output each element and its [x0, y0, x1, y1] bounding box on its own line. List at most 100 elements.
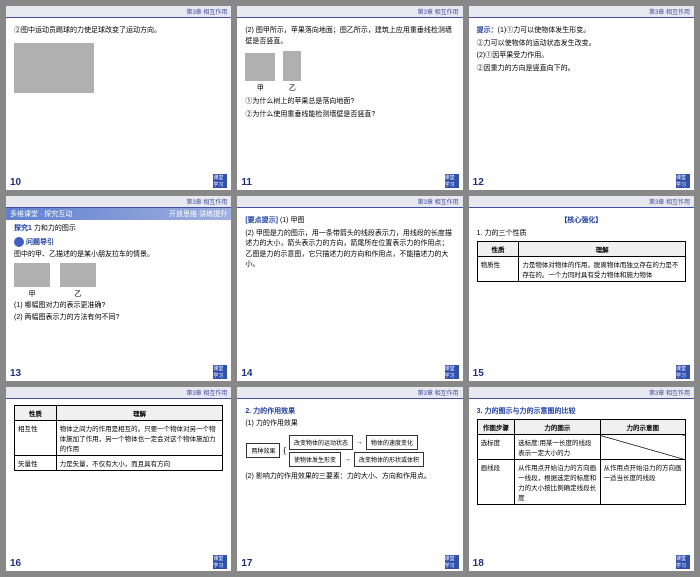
slide-footer: 15 课堂学习	[469, 363, 694, 381]
topic-title: 力和力的图示	[34, 225, 76, 232]
slide-footer: 17 课堂学习	[237, 553, 462, 571]
page-number: 18	[473, 558, 484, 569]
th-0: 作图步骤	[477, 420, 514, 435]
cell: 力是物体对物体的作用，脱离物体而独立存在的力是不存在的。一个力同时具有受力物体和…	[519, 257, 686, 282]
image-yi: 乙	[283, 51, 301, 93]
corner-badge: 课堂学习	[445, 365, 459, 379]
table-row: 矢量性 力是矢量，不仅有大小，而且具有方向	[15, 455, 223, 470]
slide-body: 性质 理解 相互性 物体之间力的作用是相互的。只要一个物体对另一个物体施加了作用…	[6, 399, 231, 553]
flow-b2: 改变物体的形状或体积	[354, 452, 424, 467]
page-number: 16	[10, 558, 21, 569]
th-0: 性质	[15, 405, 57, 420]
slide-footer: 12 课堂学习	[469, 172, 694, 190]
slide-body: [要点提示] (1) 甲图 (2) 甲图是力的图示，用一条带箭头的线段表示力，用…	[237, 208, 462, 362]
flow-b1: 物体的速度变化	[366, 435, 418, 450]
corner-badge: 课堂学习	[445, 555, 459, 569]
label-jia: 甲	[245, 83, 275, 93]
slide-header: 第3章 相互作用	[6, 6, 231, 18]
page-number: 14	[241, 368, 252, 379]
slide-body: (2) 图甲所示，苹果落向地面；图乙所示，建筑上应用重垂线检测墙壁是否竖直。 甲…	[237, 18, 462, 172]
image-row: 甲 乙	[14, 263, 223, 299]
banner-right: 开放思维·讲练提升	[169, 209, 227, 219]
slide-body: 3. 力的图示与力的示意图的比较 作图步骤 力的图示 力的示意图 选标度 选标度…	[469, 399, 694, 553]
cell: 选标度	[477, 435, 514, 460]
slide-footer: 11 课堂学习	[237, 172, 462, 190]
corner-badge: 课堂学习	[213, 174, 227, 188]
table-row: 画线段 从作用点开始沿力的方向画一线段，根据选定的标度和力的大小按比例确定线段长…	[477, 460, 685, 505]
slide-header: 第3章 相互作用	[469, 387, 694, 399]
sub: (1) 力的作用效果	[245, 419, 454, 430]
slide-header: 第3章 相互作用	[6, 196, 231, 208]
cell: 从作用点开始沿力的方向画一线段，根据选定的标度和力的大小按比例确定线段长度	[515, 460, 600, 505]
flow-branch-2: 使物体发生形变 → 改变物体的形状或体积	[288, 451, 425, 468]
hint-1: ②力可以使物体的运动状态发生改变。	[477, 39, 686, 50]
slide-14: 第3章 相互作用 [要点提示] (1) 甲图 (2) 甲图是力的图示，用一条带箭…	[237, 196, 462, 380]
page-number: 10	[10, 177, 21, 188]
question-1: (1) 哪幅图对力的表示更准确?	[14, 301, 223, 312]
flow-branches: 改变物体的运动状态 → 物体的速度变化 使物体发生形变 → 改变物体的形状或体积	[288, 434, 425, 468]
hint-3: ②因重力的方向是竖直向下的。	[477, 64, 686, 75]
title: 3. 力的图示与力的示意图的比较	[477, 407, 686, 418]
table-row: 相互性 物体之间力的作用是相互的。只要一个物体对另一个物体施加了作用，另一个物体…	[15, 420, 223, 455]
slide-17: 第3章 相互作用 2. 力的作用效果 (1) 力的作用效果 两种效果 { 改变物…	[237, 387, 462, 571]
cell: 物体之间力的作用是相互的。只要一个物体对另一个物体施加了作用，另一个物体也一定会…	[56, 420, 223, 455]
body-text: ②图中运动员踢球的力使足球改变了运动方向。	[14, 26, 223, 37]
th-2: 力的示意图	[600, 420, 685, 435]
slide-15: 第3章 相互作用 【核心强化】 1. 力的三个性质 性质 理解 物质性 力是物体…	[469, 196, 694, 380]
banner-left: 多维课堂	[10, 211, 38, 218]
corner-badge: 课堂学习	[445, 174, 459, 188]
th-1: 理解	[56, 405, 223, 420]
page-number: 11	[241, 177, 252, 188]
slide-header: 第3章 相互作用	[6, 387, 231, 399]
brace-icon: {	[283, 446, 286, 455]
page-number: 17	[241, 558, 252, 569]
slide-header: 第3章 相互作用	[237, 196, 462, 208]
slide-12: 第3章 相互作用 提示：(1)①力可以使物体发生形变。 ②力可以使物体的运动状态…	[469, 6, 694, 190]
subtitle: 1. 力的三个性质	[477, 229, 686, 240]
question-2: (2) 两幅图表示力的方法有何不同?	[14, 313, 223, 324]
flow-root: 两种效果	[246, 443, 280, 458]
hint-line: [要点提示] (1) 甲图	[245, 216, 454, 227]
image-jia: 甲	[245, 53, 275, 93]
section-title: 【核心强化】	[477, 216, 686, 227]
slide-body: 提示：(1)①力可以使物体发生形变。 ②力可以使物体的运动状态发生改变。 (2)…	[469, 18, 694, 172]
th-1: 理解	[519, 242, 686, 257]
sub-label: 问题导引	[26, 239, 54, 246]
slide-16: 第3章 相互作用 性质 理解 相互性 物体之间力的作用是相互的。只要一个物体对另…	[6, 387, 231, 571]
corner-badge: 课堂学习	[676, 365, 690, 379]
hint-line: 提示：(1)①力可以使物体发生形变。	[477, 26, 686, 37]
image-row: 甲 乙	[245, 51, 454, 93]
corner-badge: 课堂学习	[676, 555, 690, 569]
properties-table: 性质 理解 物质性 力是物体对物体的作用，脱离物体而独立存在的力是不存在的。一个…	[477, 241, 686, 282]
hint-a: (1) 甲图	[280, 217, 305, 224]
topic-label: 探究1	[14, 225, 32, 232]
arrow-icon: →	[344, 456, 351, 463]
corner-badge: 课堂学习	[213, 365, 227, 379]
flow-a2: 使物体发生形变	[289, 452, 341, 467]
slide-footer: 10 课堂学习	[6, 172, 231, 190]
corner-badge: 课堂学习	[676, 174, 690, 188]
body-text: (2) 甲图是力的图示，用一条带箭头的线段表示力，用线段的长度描述力的大小，箭头…	[245, 229, 454, 271]
properties-table: 性质 理解 相互性 物体之间力的作用是相互的。只要一个物体对另一个物体施加了作用…	[14, 405, 223, 471]
cell-diag	[600, 435, 685, 460]
hint-label: [要点提示]	[245, 217, 278, 224]
image-yi: 乙	[60, 263, 96, 299]
topic-row: 探究1 力和力的图示	[14, 224, 223, 235]
title: 2. 力的作用效果	[245, 407, 454, 418]
slide-grid: 第3章 相互作用 ②图中运动员踢球的力使足球改变了运动方向。 10 课堂学习 第…	[0, 0, 700, 577]
slide-body: 2. 力的作用效果 (1) 力的作用效果 两种效果 { 改变物体的运动状态 → …	[237, 399, 462, 553]
slide-footer: 13 课堂学习	[6, 363, 231, 381]
slide-body: 多维课堂 · 探究互动 开放思维·讲练提升 探究1 力和力的图示 问题导引 图中…	[6, 208, 231, 362]
body-text: 图中的甲、乙描述的是某小朋友拉车的情景。	[14, 250, 223, 261]
cell: 从作用点开始沿力的方向画一适当长度的线段	[600, 460, 685, 505]
flow-diagram: 两种效果 { 改变物体的运动状态 → 物体的速度变化 使物体发生形变 → 改变物…	[245, 434, 454, 468]
label-yi: 乙	[283, 83, 301, 93]
slide-footer: 16 课堂学习	[6, 553, 231, 571]
comparison-table: 作图步骤 力的图示 力的示意图 选标度 选标度:用某一长度的线段表示一定大小的力…	[477, 419, 686, 505]
cell: 物质性	[477, 257, 519, 282]
table-row: 物质性 力是物体对物体的作用，脱离物体而独立存在的力是不存在的。一个力同时具有受…	[477, 257, 685, 282]
banner-mid: 探究互动	[44, 211, 72, 218]
slide-footer: 18 课堂学习	[469, 553, 694, 571]
label-yi: 乙	[60, 289, 96, 299]
cell: 矢量性	[15, 455, 57, 470]
